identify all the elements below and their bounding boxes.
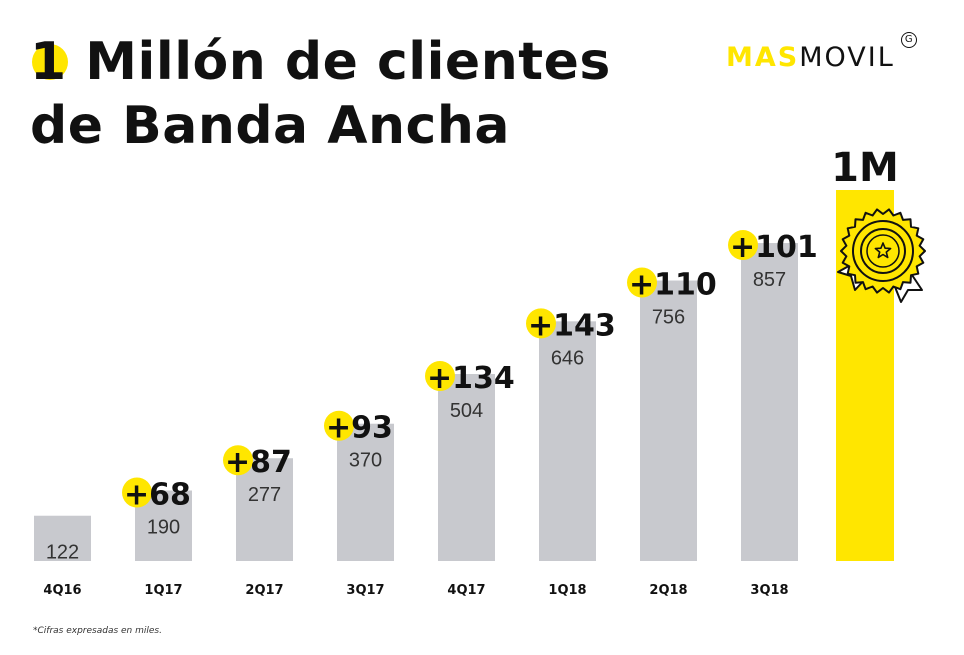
bar	[236, 458, 293, 561]
x-tick-label: 1Q18	[548, 583, 586, 598]
increment-highlight	[627, 267, 657, 298]
increment-label: +134	[427, 361, 515, 396]
increment-label: +87	[225, 445, 292, 480]
bar-value-label: 277	[248, 484, 281, 506]
bar	[741, 243, 798, 562]
increment-label: +143	[528, 308, 616, 343]
bar	[337, 423, 394, 561]
increment-label: +68	[124, 478, 191, 513]
page-title: 1 Millón de clientes de Banda Ancha	[30, 30, 611, 158]
increment-highlight	[324, 410, 354, 441]
target-label: 1M	[831, 145, 899, 191]
increment-label: +93	[326, 411, 393, 446]
bar-value-label: 370	[349, 450, 382, 472]
increment-highlight	[223, 445, 253, 476]
increment-highlight	[526, 308, 556, 339]
bar	[438, 374, 495, 561]
brand-logo: MASMOVIL G	[726, 32, 917, 73]
bar-value-label: 857	[753, 269, 786, 291]
title-line-2: de Banda Ancha	[30, 96, 510, 156]
x-tick-label: 2Q17	[245, 583, 283, 598]
brand-logo-part1: MAS	[726, 42, 800, 73]
title-number: 1	[30, 32, 68, 92]
x-tick-label: 2Q18	[649, 583, 687, 598]
x-tick-label: 1Q17	[144, 583, 182, 598]
bar	[640, 280, 697, 561]
bar-value-label: 190	[147, 517, 180, 539]
bar-value-label: 122	[46, 542, 79, 564]
x-tick-label: 4Q17	[447, 583, 485, 598]
award-medal-icon	[837, 208, 926, 303]
x-tick-label: 3Q18	[750, 583, 788, 598]
footnote: *Cifras expresadas en miles.	[33, 626, 162, 636]
brand-logo-badge: G	[900, 32, 917, 48]
title-line-1: 1 Millón de clientes	[30, 30, 611, 94]
bar	[539, 321, 596, 561]
title-line-1-text: Millón de clientes	[85, 32, 611, 92]
bar-value-label: 756	[652, 307, 685, 329]
bar-value-label: 646	[551, 347, 584, 369]
increment-label: +110	[629, 268, 717, 303]
increment-label: +101	[730, 230, 818, 265]
brand-logo-part2: MOVIL	[799, 42, 895, 73]
increment-highlight	[728, 230, 758, 261]
bar-value-label: 504	[450, 400, 483, 422]
increment-highlight	[425, 361, 455, 392]
x-tick-label: 4Q16	[43, 583, 81, 598]
increment-highlight	[122, 477, 152, 508]
x-tick-label: 3Q17	[346, 583, 384, 598]
bar-chart: 122 4Q16 190 1Q17 277 2Q17 370 3Q17 504 4Q17 646 1Q…	[34, 145, 926, 598]
bar	[34, 515, 91, 561]
